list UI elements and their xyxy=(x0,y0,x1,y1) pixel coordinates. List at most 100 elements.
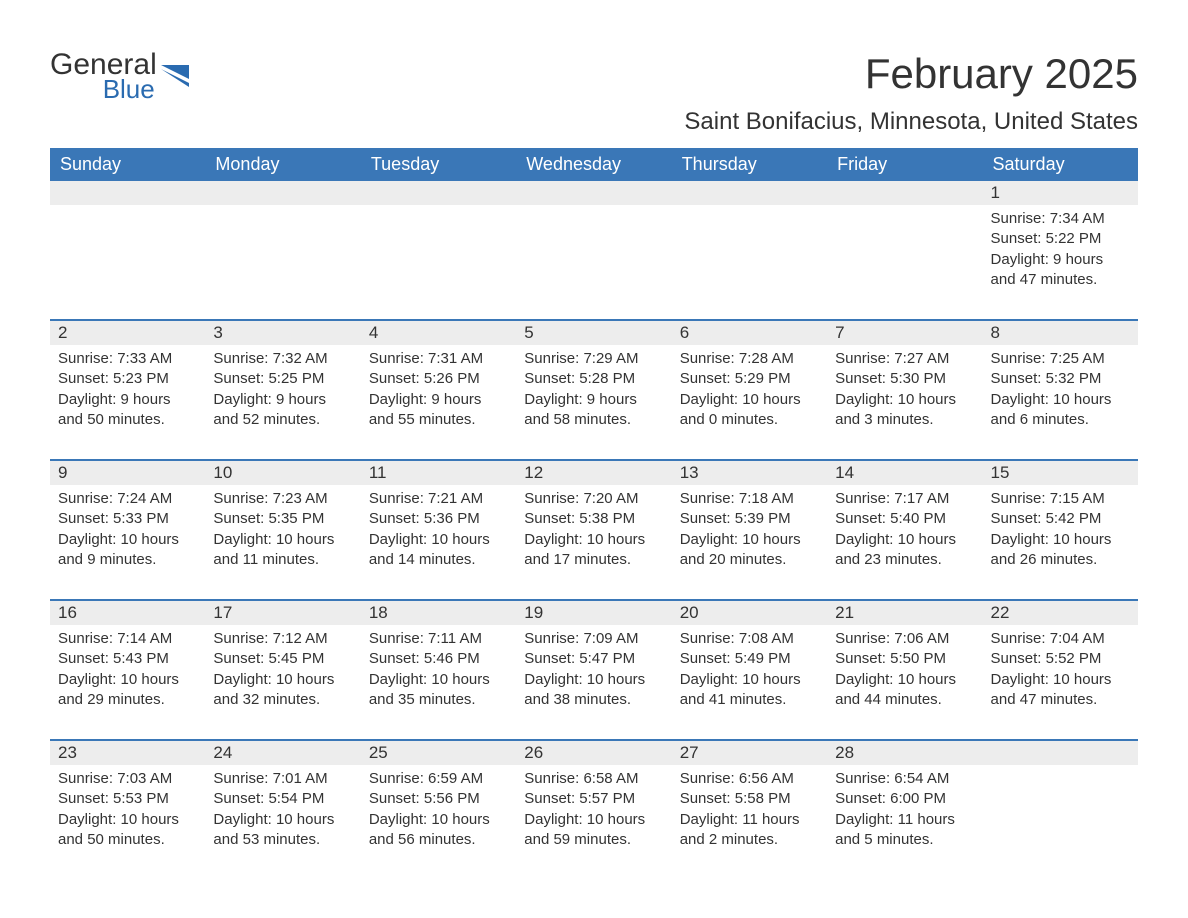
daylight-text: Daylight: 10 hours xyxy=(524,670,663,690)
day-details: Sunrise: 7:24 AMSunset: 5:33 PMDaylight:… xyxy=(50,485,205,576)
day-number: 10 xyxy=(205,461,360,485)
day-details: Sunrise: 7:06 AMSunset: 5:50 PMDaylight:… xyxy=(827,625,982,716)
day-number: 11 xyxy=(361,461,516,485)
daylight-text: and 47 minutes. xyxy=(991,270,1130,290)
day-details: Sunrise: 7:33 AMSunset: 5:23 PMDaylight:… xyxy=(50,345,205,436)
day-header: Friday xyxy=(827,148,982,181)
day-details: Sunrise: 7:03 AMSunset: 5:53 PMDaylight:… xyxy=(50,765,205,856)
day-header-row: Sunday Monday Tuesday Wednesday Thursday… xyxy=(50,148,1138,181)
sunrise-text: Sunrise: 7:20 AM xyxy=(524,489,663,509)
day-details: Sunrise: 7:27 AMSunset: 5:30 PMDaylight:… xyxy=(827,345,982,436)
day-number: 18 xyxy=(361,601,516,625)
day-number xyxy=(516,181,671,205)
sunrise-text: Sunrise: 7:14 AM xyxy=(58,629,197,649)
calendar-body: 1Sunrise: 7:34 AMSunset: 5:22 PMDaylight… xyxy=(50,181,1138,861)
sunset-text: Sunset: 5:39 PM xyxy=(680,509,819,529)
day-details: Sunrise: 6:56 AMSunset: 5:58 PMDaylight:… xyxy=(672,765,827,856)
sunrise-text: Sunrise: 6:54 AM xyxy=(835,769,974,789)
calendar-cell: 12Sunrise: 7:20 AMSunset: 5:38 PMDayligh… xyxy=(516,461,671,581)
day-details: Sunrise: 7:25 AMSunset: 5:32 PMDaylight:… xyxy=(983,345,1138,436)
calendar-cell: 13Sunrise: 7:18 AMSunset: 5:39 PMDayligh… xyxy=(672,461,827,581)
daylight-text: and 11 minutes. xyxy=(213,550,352,570)
calendar-cell: 24Sunrise: 7:01 AMSunset: 5:54 PMDayligh… xyxy=(205,741,360,861)
sunset-text: Sunset: 5:23 PM xyxy=(58,369,197,389)
daylight-text: and 52 minutes. xyxy=(213,410,352,430)
day-details: Sunrise: 7:09 AMSunset: 5:47 PMDaylight:… xyxy=(516,625,671,716)
sunset-text: Sunset: 5:28 PM xyxy=(524,369,663,389)
sunrise-text: Sunrise: 7:21 AM xyxy=(369,489,508,509)
sunset-text: Sunset: 5:32 PM xyxy=(991,369,1130,389)
daylight-text: Daylight: 10 hours xyxy=(58,670,197,690)
sunrise-text: Sunrise: 7:17 AM xyxy=(835,489,974,509)
sunrise-text: Sunrise: 7:25 AM xyxy=(991,349,1130,369)
day-number xyxy=(205,181,360,205)
daylight-text: and 14 minutes. xyxy=(369,550,508,570)
daylight-text: Daylight: 11 hours xyxy=(680,810,819,830)
sunrise-text: Sunrise: 7:08 AM xyxy=(680,629,819,649)
calendar-cell: 27Sunrise: 6:56 AMSunset: 5:58 PMDayligh… xyxy=(672,741,827,861)
calendar-cell: 25Sunrise: 6:59 AMSunset: 5:56 PMDayligh… xyxy=(361,741,516,861)
daylight-text: and 0 minutes. xyxy=(680,410,819,430)
sunset-text: Sunset: 6:00 PM xyxy=(835,789,974,809)
calendar-cell: 4Sunrise: 7:31 AMSunset: 5:26 PMDaylight… xyxy=(361,321,516,441)
day-details: Sunrise: 7:31 AMSunset: 5:26 PMDaylight:… xyxy=(361,345,516,436)
sunrise-text: Sunrise: 7:33 AM xyxy=(58,349,197,369)
daylight-text: Daylight: 10 hours xyxy=(991,390,1130,410)
sunset-text: Sunset: 5:45 PM xyxy=(213,649,352,669)
day-details: Sunrise: 6:54 AMSunset: 6:00 PMDaylight:… xyxy=(827,765,982,856)
sunset-text: Sunset: 5:57 PM xyxy=(524,789,663,809)
day-details: Sunrise: 7:17 AMSunset: 5:40 PMDaylight:… xyxy=(827,485,982,576)
sunrise-text: Sunrise: 7:09 AM xyxy=(524,629,663,649)
day-number: 13 xyxy=(672,461,827,485)
calendar-week: 1Sunrise: 7:34 AMSunset: 5:22 PMDaylight… xyxy=(50,181,1138,301)
daylight-text: and 44 minutes. xyxy=(835,690,974,710)
daylight-text: and 26 minutes. xyxy=(991,550,1130,570)
sunset-text: Sunset: 5:50 PM xyxy=(835,649,974,669)
sunset-text: Sunset: 5:35 PM xyxy=(213,509,352,529)
day-number: 4 xyxy=(361,321,516,345)
sunset-text: Sunset: 5:36 PM xyxy=(369,509,508,529)
sunrise-text: Sunrise: 7:28 AM xyxy=(680,349,819,369)
daylight-text: and 20 minutes. xyxy=(680,550,819,570)
calendar-cell: 9Sunrise: 7:24 AMSunset: 5:33 PMDaylight… xyxy=(50,461,205,581)
daylight-text: and 2 minutes. xyxy=(680,830,819,850)
day-number: 22 xyxy=(983,601,1138,625)
daylight-text: and 50 minutes. xyxy=(58,410,197,430)
location-subtitle: Saint Bonifacius, Minnesota, United Stat… xyxy=(50,108,1138,136)
sunrise-text: Sunrise: 7:32 AM xyxy=(213,349,352,369)
sunrise-text: Sunrise: 7:06 AM xyxy=(835,629,974,649)
daylight-text: and 53 minutes. xyxy=(213,830,352,850)
daylight-text: and 35 minutes. xyxy=(369,690,508,710)
day-number xyxy=(827,181,982,205)
daylight-text: and 5 minutes. xyxy=(835,830,974,850)
calendar-cell xyxy=(827,181,982,301)
daylight-text: Daylight: 10 hours xyxy=(213,810,352,830)
day-details: Sunrise: 7:23 AMSunset: 5:35 PMDaylight:… xyxy=(205,485,360,576)
sunset-text: Sunset: 5:53 PM xyxy=(58,789,197,809)
day-number: 17 xyxy=(205,601,360,625)
day-details: Sunrise: 7:21 AMSunset: 5:36 PMDaylight:… xyxy=(361,485,516,576)
daylight-text: Daylight: 10 hours xyxy=(58,530,197,550)
calendar-cell: 20Sunrise: 7:08 AMSunset: 5:49 PMDayligh… xyxy=(672,601,827,721)
day-number: 26 xyxy=(516,741,671,765)
daylight-text: Daylight: 9 hours xyxy=(213,390,352,410)
page-title: February 2025 xyxy=(865,50,1138,98)
calendar-cell: 8Sunrise: 7:25 AMSunset: 5:32 PMDaylight… xyxy=(983,321,1138,441)
sunset-text: Sunset: 5:49 PM xyxy=(680,649,819,669)
day-number: 19 xyxy=(516,601,671,625)
header: General Blue February 2025 xyxy=(50,50,1138,102)
daylight-text: Daylight: 9 hours xyxy=(524,390,663,410)
sunrise-text: Sunrise: 7:34 AM xyxy=(991,209,1130,229)
calendar-cell: 14Sunrise: 7:17 AMSunset: 5:40 PMDayligh… xyxy=(827,461,982,581)
calendar-cell: 16Sunrise: 7:14 AMSunset: 5:43 PMDayligh… xyxy=(50,601,205,721)
day-number: 8 xyxy=(983,321,1138,345)
sunrise-text: Sunrise: 6:59 AM xyxy=(369,769,508,789)
daylight-text: Daylight: 10 hours xyxy=(213,670,352,690)
daylight-text: and 47 minutes. xyxy=(991,690,1130,710)
day-header: Saturday xyxy=(983,148,1138,181)
daylight-text: and 41 minutes. xyxy=(680,690,819,710)
logo-flag-icon xyxy=(161,65,189,87)
daylight-text: Daylight: 10 hours xyxy=(524,810,663,830)
day-number: 15 xyxy=(983,461,1138,485)
calendar-cell: 15Sunrise: 7:15 AMSunset: 5:42 PMDayligh… xyxy=(983,461,1138,581)
